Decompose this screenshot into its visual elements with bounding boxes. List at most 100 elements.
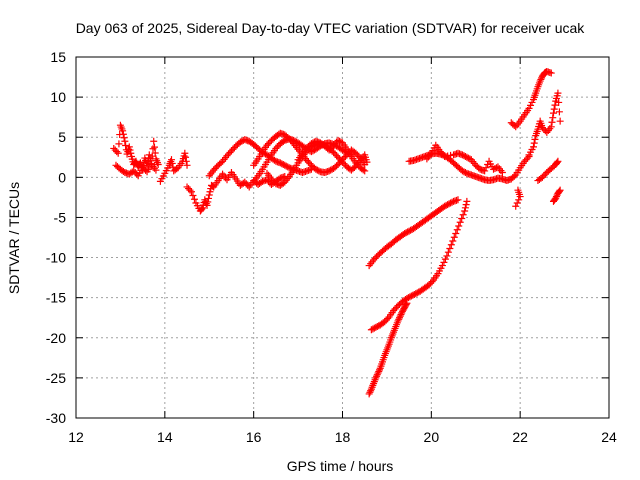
data-point [445,200,453,208]
data-point [278,160,286,168]
y-tick-label: -5 [54,209,67,225]
data-point [436,148,444,156]
data-point [241,178,249,186]
data-point [554,157,562,165]
data-point [337,138,345,146]
data-point [441,202,449,210]
data-point [315,167,323,175]
data-point [206,188,214,196]
data-point [404,228,412,236]
data-point [330,148,338,156]
data-point [461,207,469,215]
data-point [405,227,413,235]
axis-ticks [75,56,610,419]
data-point [363,158,371,166]
data-point [553,158,561,166]
data-point [111,146,119,154]
data-point [398,309,406,317]
data-point [340,160,348,168]
data-point [371,254,379,262]
data-point [276,159,284,167]
data-point [401,229,409,237]
data-point [291,137,299,145]
data-point [373,323,381,331]
data-point [498,169,506,177]
data-point [327,166,335,174]
data-point [396,312,404,320]
data-point [328,143,336,151]
data-point [340,147,348,155]
data-point [204,198,212,206]
data-point [438,149,446,157]
data-point [402,301,410,309]
data-point [442,201,450,209]
data-point [198,205,206,213]
data-point [339,158,346,166]
data-point [133,170,141,178]
data-point [139,162,147,170]
data-point [458,215,466,223]
data-point [313,166,321,174]
data-point [353,160,361,168]
data-point [460,168,468,176]
data-point [461,152,469,160]
data-point [547,69,555,77]
data-point [447,241,455,249]
data-point [404,294,412,302]
data-point [312,165,320,173]
x-tick-label: 12 [68,429,84,445]
data-point [528,98,536,106]
series-sat-k [367,197,471,334]
data-point [373,371,381,379]
data-point [182,157,190,165]
data-point [393,303,401,311]
series-sat-p [525,89,564,159]
data-point [279,160,287,168]
data-point [119,167,127,175]
data-point [549,109,557,117]
data-point [273,143,281,151]
data-point [370,256,378,264]
x-tick-label: 16 [246,429,262,445]
data-point [540,125,548,133]
y-tick-label: -10 [46,250,66,266]
series-sat-i [294,136,369,175]
data-point [372,374,380,382]
data-point [374,369,382,377]
data-point [229,145,237,153]
data-point [366,388,374,396]
data-point [125,143,133,151]
y-tick-label: 10 [50,89,66,105]
data-point [550,105,558,113]
data-point [185,185,193,193]
data-point [406,293,414,301]
series-sat-c [156,149,191,185]
data-point [446,244,454,252]
x-tick-label: 18 [335,429,351,445]
data-point [428,278,436,286]
data-point [521,157,529,165]
data-point [284,163,292,171]
data-point [462,201,470,209]
data-point [449,237,457,245]
x-tick-label: 24 [601,429,617,445]
data-point [336,155,344,163]
data-point [122,142,130,150]
data-point [152,166,160,174]
data-point [439,151,447,159]
data-point [367,326,375,334]
data-point [119,130,127,138]
data-point [369,325,377,333]
data-point [382,316,390,324]
data-point [531,135,539,143]
data-point [331,140,339,148]
data-point [279,138,287,146]
data-point [460,152,468,160]
data-point [464,154,472,162]
data-point [412,290,420,298]
data-point [396,314,404,322]
data-point [452,229,460,237]
data-point [425,281,433,289]
data-point [213,163,221,171]
y-tick-label: 15 [50,49,66,65]
